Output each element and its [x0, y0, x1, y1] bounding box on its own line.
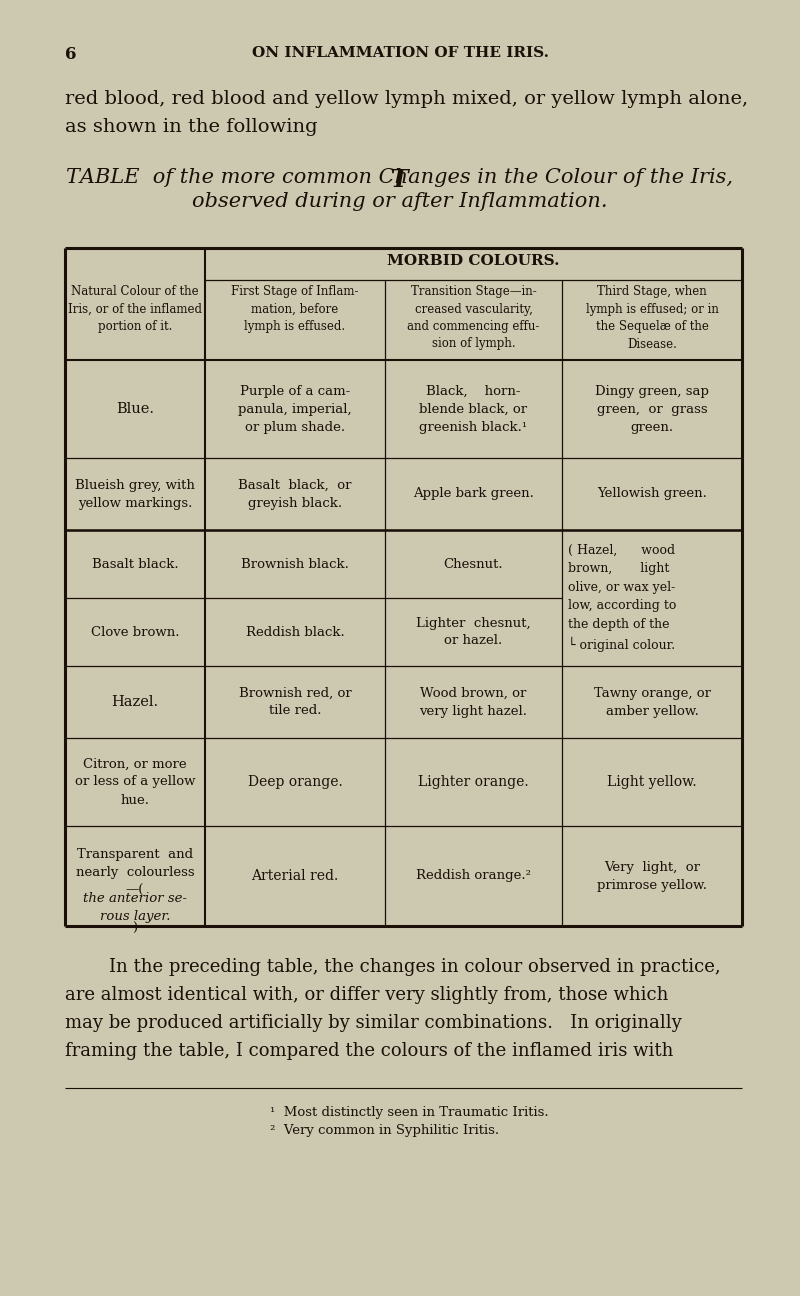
- Text: framing the table, I compared the colours of the inflamed iris with: framing the table, I compared the colour…: [65, 1042, 674, 1060]
- Text: Basalt black.: Basalt black.: [92, 557, 178, 570]
- Text: First Stage of Inflam-
mation, before
lymph is effused.: First Stage of Inflam- mation, before ly…: [231, 285, 358, 333]
- Text: Transparent  and
nearly  colourless
—(: Transparent and nearly colourless —(: [76, 848, 194, 897]
- Text: Transition Stage—in-
creased vascularity,
and commencing effu-
sion of lymph.: Transition Stage—in- creased vascularity…: [407, 285, 540, 350]
- Text: Black,    horn-
blende black, or
greenish black.¹: Black, horn- blende black, or greenish b…: [419, 385, 527, 433]
- Text: Natural Colour of the
Iris, or of the inflamed
portion of it.: Natural Colour of the Iris, or of the in…: [68, 285, 202, 333]
- Text: Apple bark green.: Apple bark green.: [413, 487, 534, 500]
- Text: ( Hazel,      wood
brown,       light
olive, or wax yel-
low, according to
the d: ( Hazel, wood brown, light olive, or wax…: [568, 543, 676, 652]
- Text: Dingy green, sap
green,  or  grass
green.: Dingy green, sap green, or grass green.: [595, 385, 709, 433]
- Text: Reddish black.: Reddish black.: [246, 626, 344, 639]
- Text: are almost identical with, or differ very slightly from, those which: are almost identical with, or differ ver…: [65, 986, 668, 1004]
- Text: In the preceding table, the changes in colour observed in practice,: In the preceding table, the changes in c…: [109, 958, 721, 976]
- Text: Chesnut.: Chesnut.: [444, 557, 503, 570]
- Text: Clove brown.: Clove brown.: [90, 626, 179, 639]
- Text: Third Stage, when
lymph is effused; or in
the Sequelæ of the
Disease.: Third Stage, when lymph is effused; or i…: [586, 285, 718, 350]
- Text: Tawny orange, or
amber yellow.: Tawny orange, or amber yellow.: [594, 687, 710, 718]
- Text: red blood, red blood and yellow lymph mixed, or yellow lymph alone,: red blood, red blood and yellow lymph mi…: [65, 89, 748, 108]
- Text: ON INFLAMMATION OF THE IRIS.: ON INFLAMMATION OF THE IRIS.: [251, 45, 549, 60]
- Text: Basalt  black,  or
greyish black.: Basalt black, or greyish black.: [238, 478, 352, 509]
- Text: may be produced artificially by similar combinations.   In originally: may be produced artificially by similar …: [65, 1013, 682, 1032]
- Text: ²  Very common in Syphilitic Iritis.: ² Very common in Syphilitic Iritis.: [270, 1124, 499, 1137]
- Text: MORBID COLOURS.: MORBID COLOURS.: [387, 254, 560, 268]
- Text: Purple of a cam-
panula, imperial,
or plum shade.: Purple of a cam- panula, imperial, or pl…: [238, 385, 352, 433]
- Text: 6: 6: [65, 45, 77, 64]
- Text: ): ): [133, 921, 138, 934]
- Text: Wood brown, or
very light hazel.: Wood brown, or very light hazel.: [419, 687, 527, 718]
- Text: T: T: [391, 168, 409, 192]
- Text: Yellowish green.: Yellowish green.: [597, 487, 707, 500]
- Text: Hazel.: Hazel.: [111, 695, 158, 709]
- Text: Citron, or more
or less of a yellow
hue.: Citron, or more or less of a yellow hue.: [74, 757, 195, 806]
- Text: observed during or after Inflammation.: observed during or after Inflammation.: [192, 192, 608, 211]
- Text: ¹  Most distinctly seen in Traumatic Iritis.: ¹ Most distinctly seen in Traumatic Irit…: [270, 1105, 549, 1118]
- Text: Lighter orange.: Lighter orange.: [418, 775, 529, 789]
- Text: Arterial red.: Arterial red.: [251, 870, 338, 883]
- Text: Brownish red, or
tile red.: Brownish red, or tile red.: [238, 687, 351, 718]
- Text: Light yellow.: Light yellow.: [607, 775, 697, 789]
- Text: Deep orange.: Deep orange.: [248, 775, 342, 789]
- Text: Lighter  chesnut,
or hazel.: Lighter chesnut, or hazel.: [416, 617, 531, 648]
- Text: Blue.: Blue.: [116, 402, 154, 416]
- Text: Blueish grey, with
yellow markings.: Blueish grey, with yellow markings.: [75, 478, 195, 509]
- Text: T​ABLE  of the more common Changes in the Colour of the Iris,: T​ABLE of the more common Changes in the…: [66, 168, 734, 187]
- Text: Brownish black.: Brownish black.: [241, 557, 349, 570]
- Text: Very  light,  or
primrose yellow.: Very light, or primrose yellow.: [597, 861, 707, 892]
- Text: as shown in the following: as shown in the following: [65, 118, 318, 136]
- Text: Reddish orange.²: Reddish orange.²: [416, 870, 531, 883]
- Text: the anterior se-
rous layer.: the anterior se- rous layer.: [83, 892, 187, 923]
